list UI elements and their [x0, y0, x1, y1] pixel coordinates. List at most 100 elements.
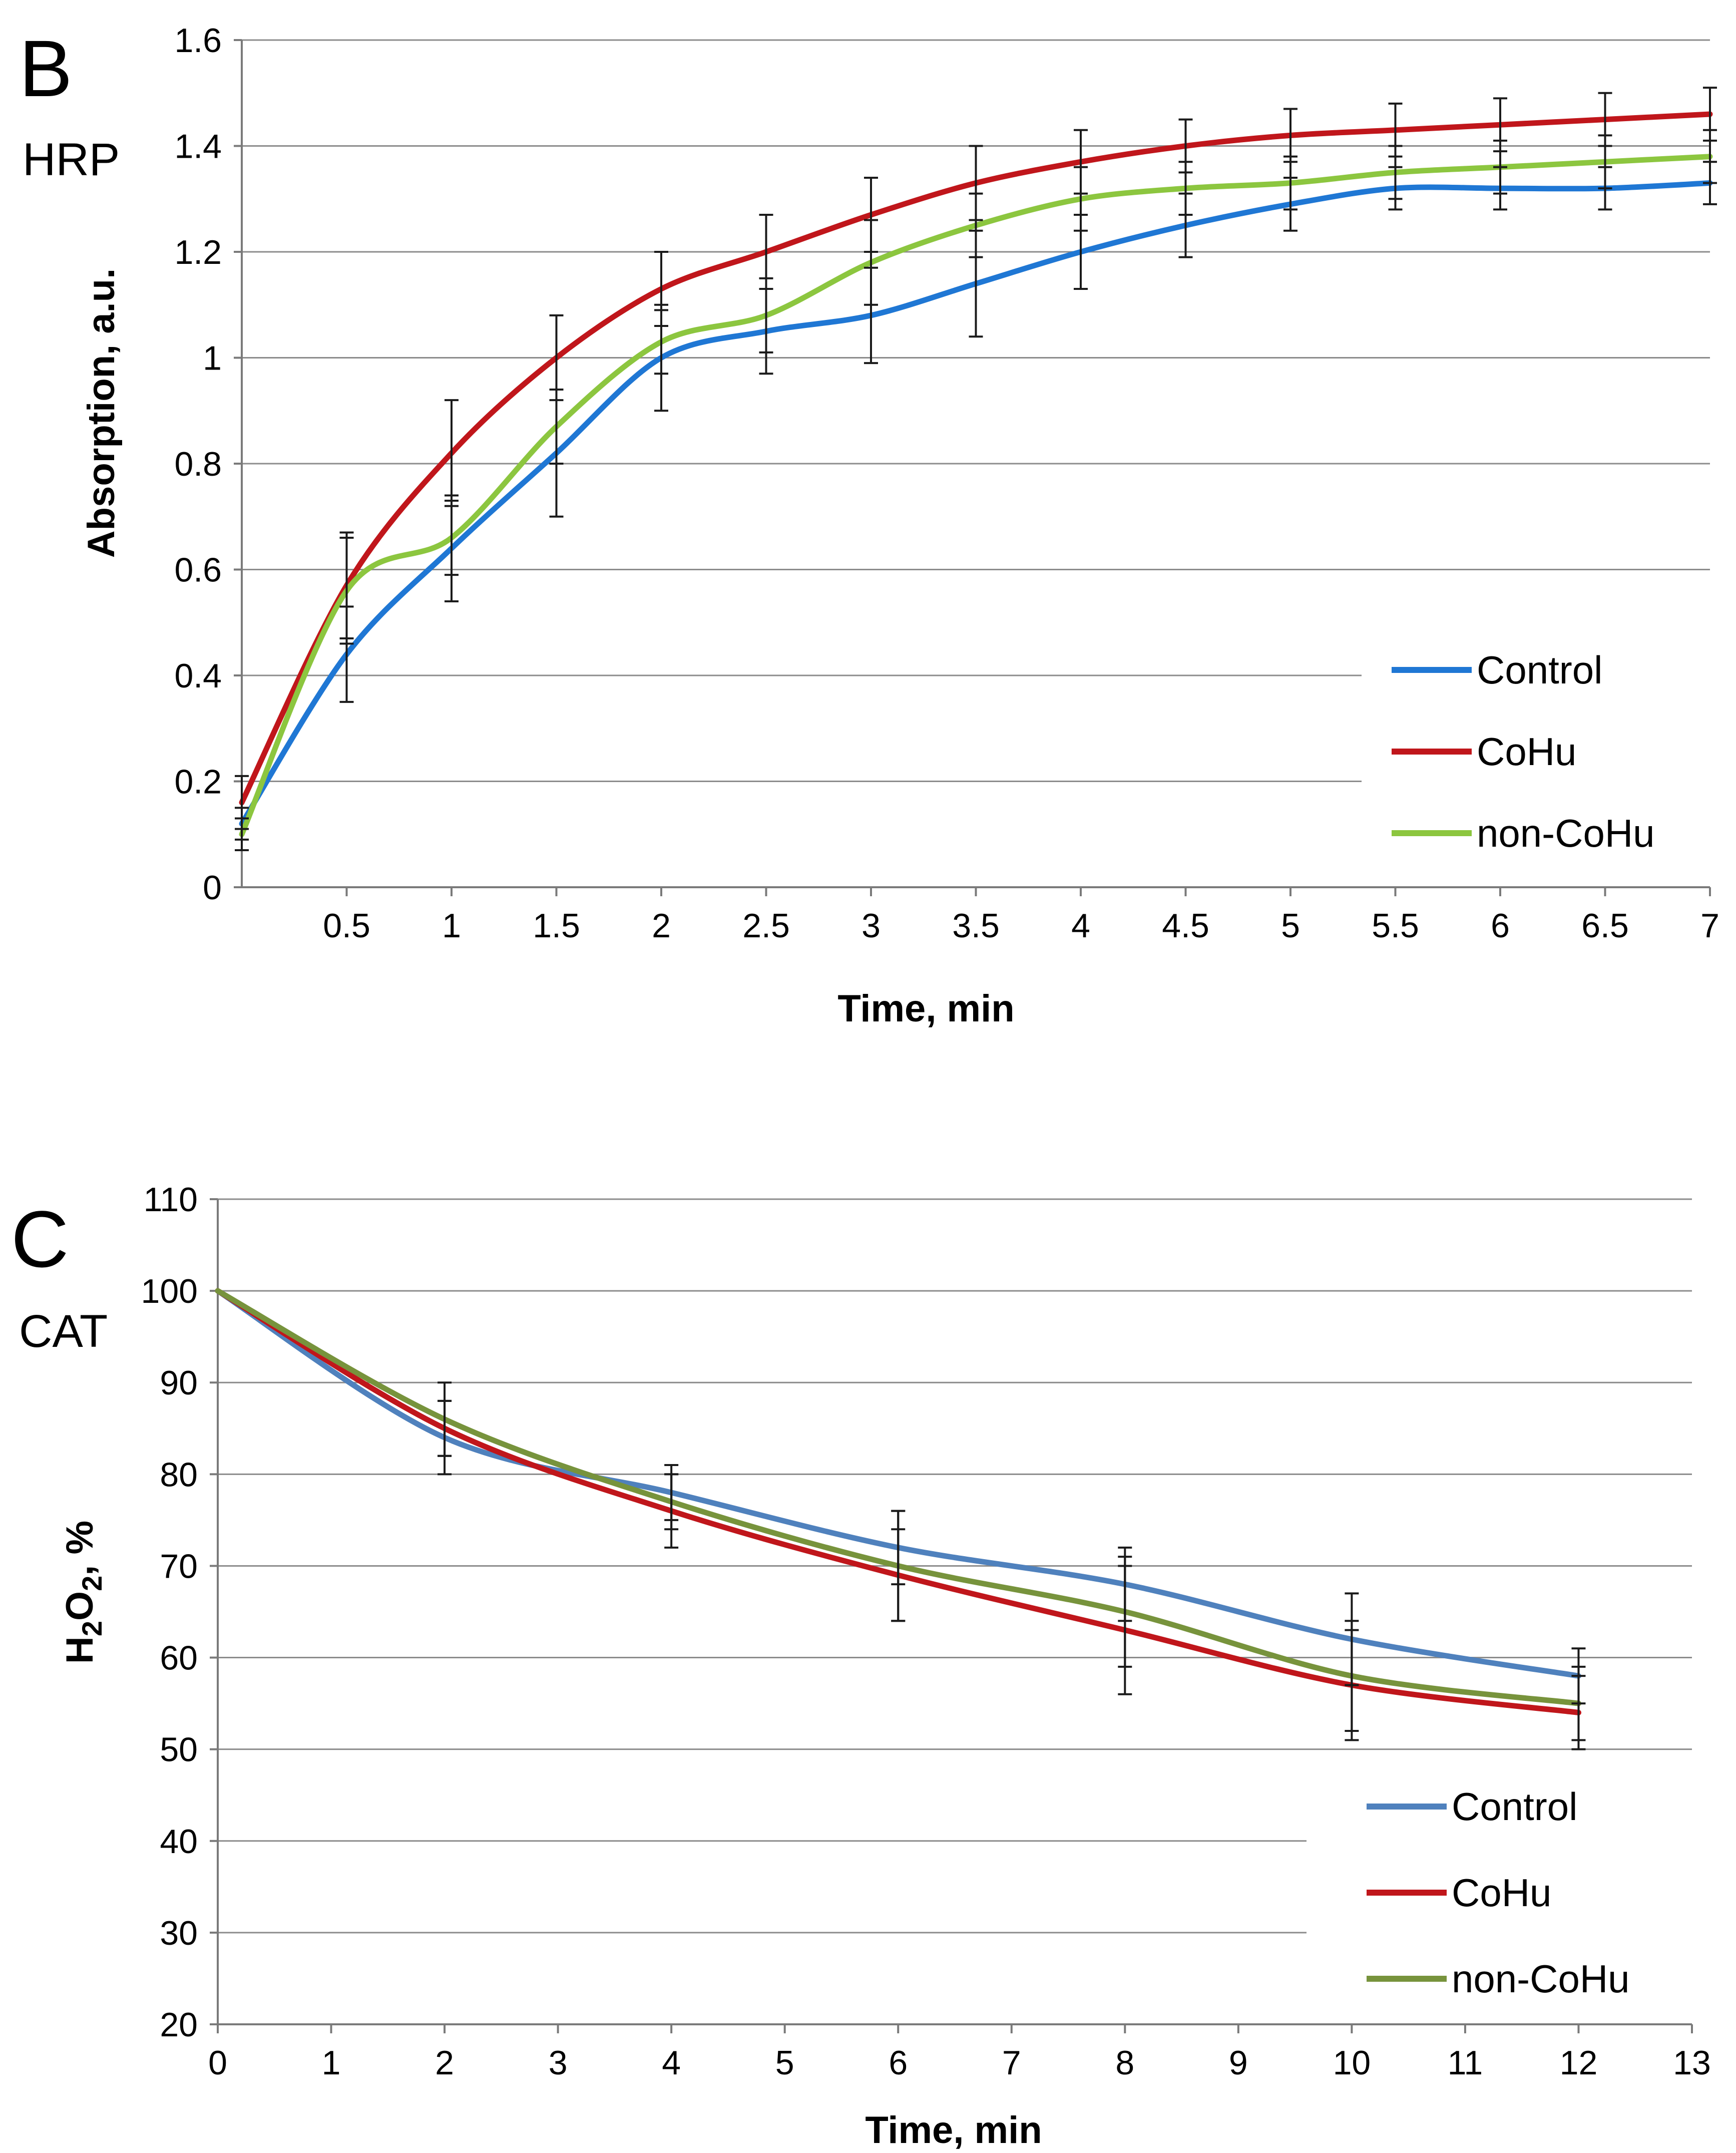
series-line-cohu — [239, 111, 1713, 806]
legend-label: CoHu — [1452, 1871, 1551, 1915]
error-bar — [1598, 134, 1612, 190]
error-bar — [549, 388, 564, 465]
error-bar — [445, 399, 459, 507]
legend-item: non-CoHu — [1367, 1957, 1630, 2001]
x-tick-label: 0 — [208, 2044, 227, 2082]
x-tick-label: 6 — [1491, 907, 1510, 945]
x-tick-label: 6.5 — [1581, 907, 1629, 945]
x-tick-label: 12 — [1560, 2044, 1598, 2082]
x-tick-label: 3 — [549, 2044, 568, 2082]
y-tick-label: 0.4 — [174, 657, 222, 695]
error-bar — [1345, 1620, 1359, 1732]
x-tick-label: 5 — [775, 2044, 794, 2082]
x-tick-label: 7 — [1002, 2044, 1021, 2082]
x-tick-label: 2.5 — [742, 907, 790, 945]
x-tick-label: 6 — [889, 2044, 908, 2082]
panel-b-legend: Control CoHu non-CoHu — [1392, 648, 1655, 855]
panel-c-error-bars — [438, 1381, 1586, 1750]
panel-c-y-axis-title-sub2: 2 — [76, 1576, 108, 1591]
legend-item: non-CoHu — [1392, 811, 1655, 855]
error-bar — [1493, 139, 1507, 195]
panel-c-letter: C — [11, 1194, 69, 1284]
y-tick-label: 100 — [141, 1272, 198, 1310]
x-tick-label: 4 — [662, 2044, 681, 2082]
y-tick-label: 0.2 — [174, 763, 222, 801]
legend-label: Control — [1477, 648, 1602, 692]
x-tick-label: 1.5 — [533, 907, 580, 945]
y-tick-label: 50 — [160, 1731, 198, 1769]
panel-b-error-bars — [235, 87, 1717, 851]
legend-label: non-CoHu — [1452, 1957, 1630, 2001]
x-tick-label: 10 — [1333, 2044, 1371, 2082]
panel-c-axes — [210, 1198, 1693, 2033]
error-bar — [759, 277, 773, 353]
panel-c-y-axis-title-o: O — [59, 1591, 101, 1621]
y-tick-label: 60 — [160, 1639, 198, 1677]
x-tick-label: 9 — [1229, 2044, 1248, 2082]
x-tick-label: 4.5 — [1162, 907, 1209, 945]
error-bar — [969, 192, 983, 258]
y-tick-label: 90 — [160, 1364, 198, 1402]
legend-item: CoHu — [1392, 730, 1576, 774]
x-tick-label: 4 — [1071, 907, 1090, 945]
error-bar — [1283, 155, 1297, 211]
x-tick-label: 0.5 — [323, 907, 370, 945]
y-tick-label: 40 — [160, 1823, 198, 1861]
y-tick-label: 20 — [160, 2006, 198, 2044]
x-tick-label: 5 — [1281, 907, 1300, 945]
legend-item: Control — [1367, 1784, 1577, 1829]
y-tick-label: 1.6 — [174, 22, 222, 60]
legend-item: Control — [1392, 648, 1602, 692]
error-bar — [654, 309, 668, 375]
error-bar — [1178, 161, 1193, 216]
y-tick-label: 0.6 — [174, 551, 222, 589]
y-tick-label: 110 — [144, 1181, 198, 1219]
panel-c-enzyme-label: CAT — [19, 1306, 108, 1357]
panel-c-y-axis-title: H2O2, % — [59, 1521, 108, 1664]
x-tick-label: 5.5 — [1372, 907, 1419, 945]
panel-b-letter: B — [19, 24, 73, 113]
error-bar — [445, 500, 459, 576]
y-tick-label: 80 — [160, 1456, 198, 1494]
error-bar — [1388, 145, 1403, 200]
y-tick-label: 30 — [160, 1914, 198, 1952]
error-bar — [438, 1381, 452, 1457]
x-tick-label: 3.5 — [952, 907, 1000, 945]
x-tick-label: 13 — [1673, 2044, 1711, 2082]
error-bar — [891, 1510, 906, 1622]
panel-c-y-axis-title-sub: 2 — [76, 1621, 108, 1636]
error-bar — [1703, 129, 1717, 184]
y-tick-label: 70 — [160, 1547, 198, 1585]
panel-c-x-axis-title: Time, min — [865, 2109, 1042, 2151]
y-tick-label: 1.2 — [174, 233, 222, 271]
panel-b-axes — [234, 39, 1711, 896]
panel-b-y-tick-labels: 0 0.2 0.4 0.6 0.8 1 1.2 1.4 1.6 — [174, 22, 222, 907]
panel-b-enzyme-label: HRP — [23, 134, 120, 185]
panel-c-y-tick-labels: 20 30 40 50 60 70 80 90 100 110 — [141, 1181, 198, 2044]
legend-label: CoHu — [1477, 730, 1576, 774]
panel-c-y-axis-title-tail: , % — [59, 1521, 101, 1576]
error-bar — [864, 219, 878, 306]
series-line-non-cohu — [239, 154, 1713, 837]
y-tick-label: 0 — [203, 869, 222, 907]
panel-b-x-tick-labels: 0.5 1 1.5 2 2.5 3 3.5 4 4.5 5 5.5 6 6.5 7 — [323, 907, 1719, 945]
legend-item: CoHu — [1367, 1871, 1551, 1915]
legend-label: non-CoHu — [1477, 811, 1655, 855]
x-tick-label: 3 — [861, 907, 881, 945]
y-tick-label: 1.4 — [174, 128, 222, 166]
panel-c-legend: Control CoHu non-CoHu — [1367, 1784, 1630, 2001]
x-tick-label: 11 — [1448, 2044, 1483, 2082]
y-tick-label: 0.8 — [174, 445, 222, 483]
error-bar — [235, 817, 249, 851]
panel-b-chart: B HRP 0 0.2 0.4 0.6 0.8 1 1.2 1.4 1.6 0.5 1 1.5 2 2.… — [19, 22, 1719, 1030]
x-tick-label: 2 — [435, 2044, 454, 2082]
panel-c-x-tick-labels: 0 1 2 3 4 5 6 7 8 9 10 11 12 13 — [208, 2044, 1711, 2082]
x-tick-label: 2 — [652, 907, 671, 945]
x-tick-label: 1 — [322, 2044, 341, 2082]
x-tick-label: 8 — [1115, 2044, 1134, 2082]
panel-c-series — [215, 1288, 1581, 1715]
legend-label: Control — [1452, 1784, 1577, 1829]
panel-c-y-axis-title-h: H — [59, 1636, 101, 1664]
